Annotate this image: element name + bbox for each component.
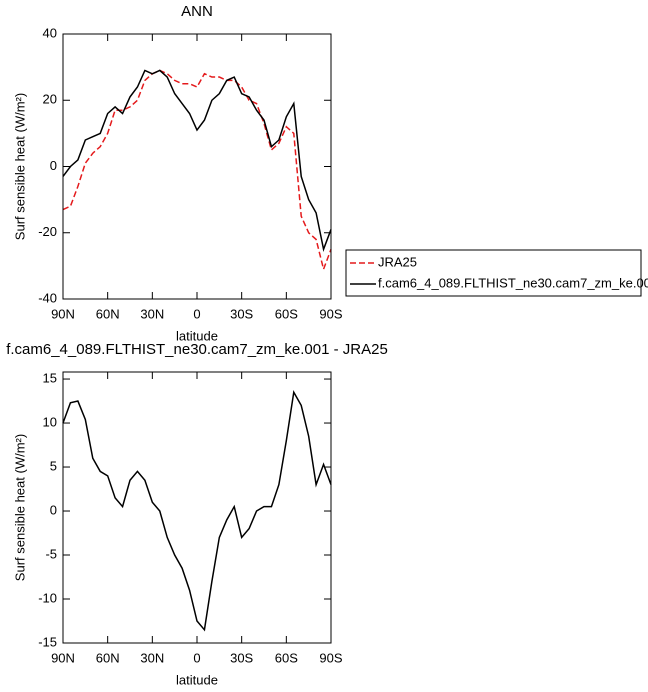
chart-title: f.cam6_4_089.FLTHIST_ne30.cam7_zm_ke.001… [6,341,388,358]
x-tick-label: 30S [230,650,253,665]
y-tick-label: 0 [50,502,57,517]
line-series [62,389,332,632]
y-tick-label: -5 [45,546,57,561]
y-tick-label: 40 [43,25,57,40]
line-series [62,69,332,253]
legend-label: f.cam6_4_089.FLTHIST_ne30.cam7_zm_ke.001 [378,275,648,290]
x-tick-label: 30N [140,306,164,321]
x-axis-label: latitude [176,672,218,687]
x-tick-label: 30N [140,650,164,665]
x-tick-label: 60S [275,650,298,665]
y-tick-label: -15 [38,634,57,649]
plot-frame [62,371,332,644]
x-tick-label: 60S [275,306,298,321]
y-tick-label: 5 [50,458,57,473]
line-series [62,69,332,272]
y-axis-label: Surf sensible heat (W/m²) [12,93,27,240]
y-tick-label: 20 [43,92,57,107]
chart-title: ANN [181,3,213,20]
y-tick-label: 0 [50,158,57,173]
x-tick-label: 90S [319,650,342,665]
x-axis-label: latitude [176,328,218,343]
y-tick-label: 10 [43,414,57,429]
y-tick-label: 15 [43,370,57,385]
x-tick-label: 30S [230,306,253,321]
y-tick-label: -10 [38,590,57,605]
y-tick-label: -40 [38,290,57,305]
x-tick-label: 60N [96,650,120,665]
legend-label: JRA25 [378,254,417,269]
x-tick-label: 0 [193,306,200,321]
y-tick-label: -20 [38,224,57,239]
x-tick-label: 60N [96,306,120,321]
x-tick-label: 90S [319,306,342,321]
legend-box [345,249,642,297]
x-tick-label: 0 [193,650,200,665]
x-tick-label: 90N [51,650,75,665]
x-tick-label: 90N [51,306,75,321]
y-axis-label: Surf sensible heat (W/m²) [12,434,27,581]
plot-frame [62,33,332,300]
